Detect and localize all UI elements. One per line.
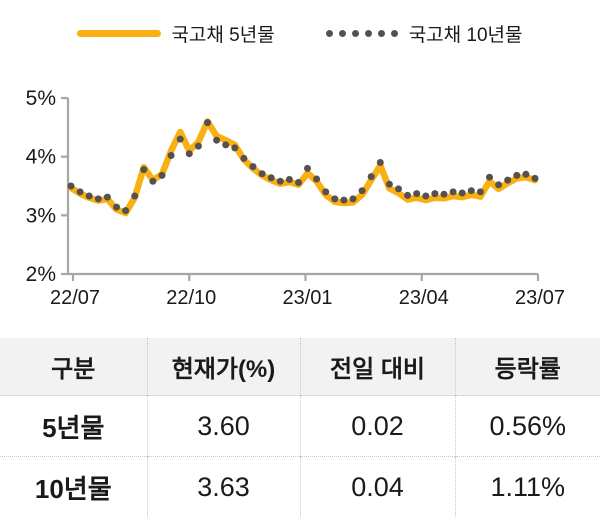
series-10y-dot xyxy=(377,159,384,166)
series-10y-dot xyxy=(177,136,184,143)
series-10y-dot xyxy=(95,195,102,202)
series-10y-dot xyxy=(213,137,220,144)
series-10y-dot xyxy=(113,204,120,211)
series-10y-dot xyxy=(286,176,293,183)
col-header-pct-change: 등락률 xyxy=(455,338,600,396)
series-10y-dot xyxy=(532,175,539,182)
series-10y-dot xyxy=(295,179,302,186)
series-10y-dot xyxy=(68,183,75,190)
series-5y-line xyxy=(71,122,535,214)
series-10y-dot xyxy=(486,174,493,181)
y-tick-label: 5% xyxy=(26,87,56,110)
series-10y-dot xyxy=(231,144,238,151)
x-tick-label: 23/04 xyxy=(399,287,449,309)
dotted-line-swatch-icon xyxy=(323,29,399,38)
y-tick-label: 4% xyxy=(26,146,56,169)
cell-10y-current: 3.63 xyxy=(147,457,300,517)
series-10y-dot xyxy=(77,188,84,195)
series-10y-dot xyxy=(404,192,411,199)
series-10y-dot xyxy=(359,187,366,194)
yield-summary-table: 구분 현재가(%) 전일 대비 등락률 5년물 3.60 0.02 0.56% … xyxy=(0,338,600,517)
row-label-10y: 10년물 xyxy=(0,457,147,517)
series-10y-dot xyxy=(240,155,247,162)
y-tick-label: 2% xyxy=(26,263,56,286)
series-10y-dot xyxy=(195,143,202,150)
series-10y-dot xyxy=(168,152,175,159)
series-10y-dot xyxy=(350,195,357,202)
series-10y-dot xyxy=(386,181,393,188)
series-10y-dot xyxy=(331,195,338,202)
series-10y-dot xyxy=(422,193,429,200)
x-tick-label: 22/07 xyxy=(50,287,100,309)
legend-item-10y: 국고채 10년물 xyxy=(323,20,523,47)
series-10y-dot xyxy=(477,188,484,195)
series-10y-dot xyxy=(122,207,129,214)
table-row-5y: 5년물 3.60 0.02 0.56% xyxy=(0,396,600,457)
series-10y-dot xyxy=(504,177,511,184)
line-swatch-icon xyxy=(77,30,161,37)
series-10y-dot xyxy=(186,150,193,157)
series-10y-dot xyxy=(459,190,466,197)
series-10y-dot xyxy=(513,172,520,179)
series-10y-dot xyxy=(149,178,156,185)
x-tick-label: 23/01 xyxy=(282,287,332,309)
series-10y-dot xyxy=(304,165,311,172)
series-10y-dot xyxy=(395,185,402,192)
row-label-5y: 5년물 xyxy=(0,396,147,457)
series-10y-dot xyxy=(131,193,138,200)
col-header-dod-change: 전일 대비 xyxy=(300,338,455,396)
legend-label-5y: 국고채 5년물 xyxy=(171,20,274,47)
series-10y-dot xyxy=(413,190,420,197)
series-10y-dot xyxy=(86,193,93,200)
series-10y-dot xyxy=(277,178,284,185)
x-tick-label: 22/10 xyxy=(166,287,216,309)
series-10y-dot xyxy=(441,191,448,198)
series-10y-dot xyxy=(450,188,457,195)
cell-5y-current: 3.60 xyxy=(147,396,300,457)
series-10y-dot xyxy=(522,171,529,178)
cell-10y-dod-change: 0.04 xyxy=(300,457,455,517)
series-10y-dot xyxy=(268,174,275,181)
legend-item-5y: 국고채 5년물 xyxy=(77,20,274,47)
series-10y-dot xyxy=(313,176,320,183)
series-10y-dot xyxy=(368,173,375,180)
series-10y-dot xyxy=(140,166,147,173)
series-10y-dot xyxy=(340,197,347,204)
table-header-row: 구분 현재가(%) 전일 대비 등락률 xyxy=(0,338,600,396)
x-tick-label: 23/07 xyxy=(515,287,565,309)
series-10y-dot xyxy=(222,141,229,148)
series-10y-dot xyxy=(431,190,438,197)
col-header-current: 현재가(%) xyxy=(147,338,300,396)
series-10y-dot xyxy=(204,119,211,126)
series-10y-dot xyxy=(259,170,266,177)
cell-5y-dod-change: 0.02 xyxy=(300,396,455,457)
chart-legend: 국고채 5년물 국고채 10년물 xyxy=(0,18,600,48)
y-tick-label: 3% xyxy=(26,204,56,227)
bond-yield-line-chart: 5% 4% 3% 2%22/07 22/10 23/01 23/04 23/07 xyxy=(0,52,600,320)
table-row-10y: 10년물 3.63 0.04 1.11% xyxy=(0,457,600,517)
series-10y-dot xyxy=(250,163,257,170)
cell-5y-pct-change: 0.56% xyxy=(455,396,600,457)
series-10y-dot xyxy=(495,181,502,188)
cell-10y-pct-change: 1.11% xyxy=(455,457,600,517)
col-header-category: 구분 xyxy=(0,338,147,396)
series-10y-dot xyxy=(468,187,475,194)
legend-label-10y: 국고채 10년물 xyxy=(409,20,523,47)
series-10y-dot xyxy=(159,172,166,179)
series-10y-dot xyxy=(322,188,329,195)
series-10y-dot xyxy=(104,194,111,201)
